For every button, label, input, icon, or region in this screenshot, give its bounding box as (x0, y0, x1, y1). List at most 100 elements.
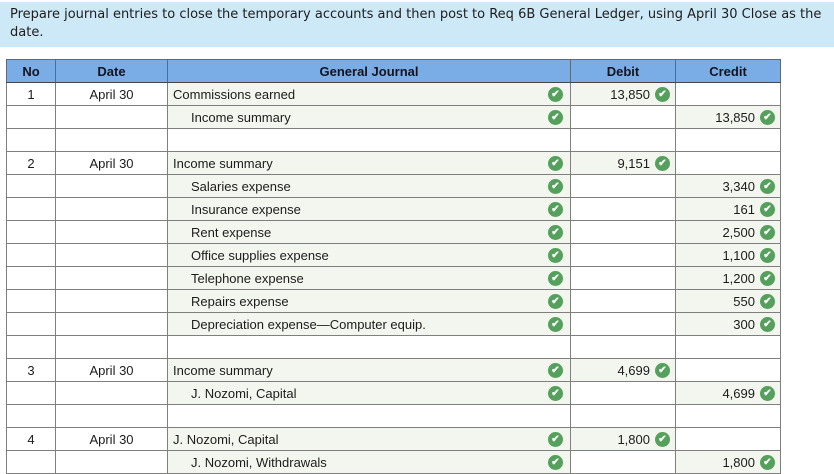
account-title-cell[interactable]: J. Nozomi, Capital ✔ (167, 427, 571, 451)
debit-amount-field[interactable]: 9,151 ✔ (572, 153, 675, 174)
debit-amount-field[interactable]: 1,800 ✔ (572, 429, 675, 450)
debit-amount: 13,850 (610, 86, 650, 102)
credit-amount-field[interactable]: 300 ✔ (677, 314, 780, 335)
account-title-cell[interactable]: J. Nozomi, Capital ✔ (167, 381, 571, 405)
account-title-cell[interactable]: Salaries expense ✔ (167, 174, 571, 198)
account-title-label: Income summary (173, 155, 273, 171)
account-title-label: J. Nozomi, Capital (191, 385, 297, 401)
debit-cell[interactable]: 4,699 ✔ (570, 358, 676, 382)
debit-amount-field[interactable]: 4,699 ✔ (572, 360, 675, 381)
account-title-cell[interactable]: Income summary ✔ (167, 358, 571, 382)
credit-cell[interactable]: 2,500 ✔ (675, 220, 781, 244)
account-title-field[interactable]: Depreciation expense—Computer equip. ✔ (169, 314, 570, 335)
account-title-cell[interactable]: Income summary ✔ (167, 151, 571, 175)
entry-date: April 30 (89, 86, 134, 102)
credit-cell[interactable]: 1,100 ✔ (675, 243, 781, 267)
date-cell: April 30 (55, 358, 168, 382)
account-title-cell[interactable]: Depreciation expense—Computer equip. ✔ (167, 312, 571, 336)
account-title-field[interactable]: J. Nozomi, Capital ✔ (169, 429, 570, 450)
entry-number-cell (6, 197, 56, 221)
entry-number-cell: 2 (6, 151, 56, 175)
account-title-field[interactable]: J. Nozomi, Withdrawals ✔ (169, 452, 570, 473)
account-title-field[interactable]: Insurance expense ✔ (169, 199, 570, 220)
account-title-field[interactable]: Salaries expense ✔ (169, 176, 570, 197)
debit-cell[interactable]: 1,800 ✔ (570, 427, 676, 451)
account-title-field[interactable]: Office supplies expense ✔ (169, 245, 570, 266)
credit-amount-field[interactable]: 13,850 ✔ (677, 107, 780, 128)
account-title-cell[interactable]: Income summary ✔ (167, 105, 571, 129)
debit-cell (570, 105, 676, 129)
credit-amount-field[interactable]: 2,500 ✔ (677, 222, 780, 243)
correct-check-icon: ✔ (548, 385, 563, 401)
account-title-field[interactable]: Income summary ✔ (169, 360, 570, 381)
credit-cell (675, 427, 781, 451)
header-credit: Credit (675, 59, 781, 83)
date-cell (55, 220, 168, 244)
credit-amount: 2,500 (722, 224, 755, 240)
correct-check-icon: ✔ (655, 431, 670, 447)
credit-cell[interactable]: 1,800 ✔ (675, 450, 781, 474)
credit-amount-field[interactable]: 161 ✔ (677, 199, 780, 220)
entry-number-cell (6, 450, 56, 474)
journal-entry-row: Income summary ✔ 13,850 ✔ (6, 105, 781, 129)
entry-number-cell: 1 (6, 82, 56, 106)
account-title-field[interactable]: Rent expense ✔ (169, 222, 570, 243)
account-title-field[interactable]: Income summary ✔ (169, 107, 570, 128)
credit-amount-field[interactable]: 550 ✔ (677, 291, 780, 312)
entry-number: 2 (27, 155, 35, 171)
journal-entry-row: 4 April 30 J. Nozomi, Capital ✔ 1,800 ✔ (6, 427, 781, 451)
credit-cell (675, 358, 781, 382)
journal-entry-row: 1 April 30 Commissions earned ✔ 13,850 ✔ (6, 82, 781, 106)
credit-amount-field[interactable]: 1,100 ✔ (677, 245, 780, 266)
account-title-field[interactable]: J. Nozomi, Capital ✔ (169, 383, 570, 404)
correct-check-icon: ✔ (548, 362, 563, 378)
correct-check-icon: ✔ (548, 201, 563, 217)
credit-cell[interactable]: 3,340 ✔ (675, 174, 781, 198)
account-title-cell[interactable]: Insurance expense ✔ (167, 197, 571, 221)
header-no: No (6, 59, 56, 83)
credit-cell[interactable]: 161 ✔ (675, 197, 781, 221)
account-title-cell[interactable]: Commissions earned ✔ (167, 82, 571, 106)
account-title-field[interactable]: Commissions earned ✔ (169, 84, 570, 105)
credit-amount-field[interactable]: 4,699 ✔ (677, 383, 780, 404)
header-debit: Debit (570, 59, 676, 83)
credit-cell (675, 82, 781, 106)
debit-amount-field[interactable]: 13,850 ✔ (572, 84, 675, 105)
date-cell: April 30 (55, 82, 168, 106)
account-title-field[interactable]: Repairs expense ✔ (169, 291, 570, 312)
debit-cell[interactable]: 9,151 ✔ (570, 151, 676, 175)
account-title-label: Income summary (191, 109, 291, 125)
credit-cell[interactable]: 13,850 ✔ (675, 105, 781, 129)
credit-cell[interactable]: 300 ✔ (675, 312, 781, 336)
credit-cell[interactable]: 4,699 ✔ (675, 381, 781, 405)
debit-cell[interactable]: 13,850 ✔ (570, 82, 676, 106)
account-title-label: Salaries expense (191, 178, 291, 194)
credit-amount-field[interactable]: 1,200 ✔ (677, 268, 780, 289)
credit-amount-field[interactable]: 1,800 ✔ (677, 452, 780, 473)
debit-cell (570, 404, 676, 428)
correct-check-icon: ✔ (655, 362, 670, 378)
credit-cell[interactable]: 1,200 ✔ (675, 266, 781, 290)
debit-cell (570, 381, 676, 405)
credit-amount-field[interactable]: 3,340 ✔ (677, 176, 780, 197)
date-cell (55, 197, 168, 221)
credit-amount: 550 (733, 293, 755, 309)
correct-check-icon: ✔ (760, 247, 775, 263)
account-title-cell[interactable]: J. Nozomi, Withdrawals ✔ (167, 450, 571, 474)
debit-cell (570, 128, 676, 152)
account-title-cell[interactable]: Rent expense ✔ (167, 220, 571, 244)
debit-cell (570, 289, 676, 313)
account-title-cell[interactable]: Office supplies expense ✔ (167, 243, 571, 267)
credit-cell (675, 335, 781, 359)
account-title-field[interactable]: Telephone expense ✔ (169, 268, 570, 289)
account-title-field[interactable]: Income summary ✔ (169, 153, 570, 174)
credit-cell[interactable]: 550 ✔ (675, 289, 781, 313)
journal-entry-row: Telephone expense ✔ 1,200 ✔ (6, 266, 781, 290)
account-title-cell[interactable]: Repairs expense ✔ (167, 289, 571, 313)
credit-cell (675, 128, 781, 152)
account-title-cell[interactable]: Telephone expense ✔ (167, 266, 571, 290)
credit-amount: 300 (733, 316, 755, 332)
date-cell (55, 105, 168, 129)
correct-check-icon: ✔ (655, 155, 670, 171)
date-cell (55, 404, 168, 428)
